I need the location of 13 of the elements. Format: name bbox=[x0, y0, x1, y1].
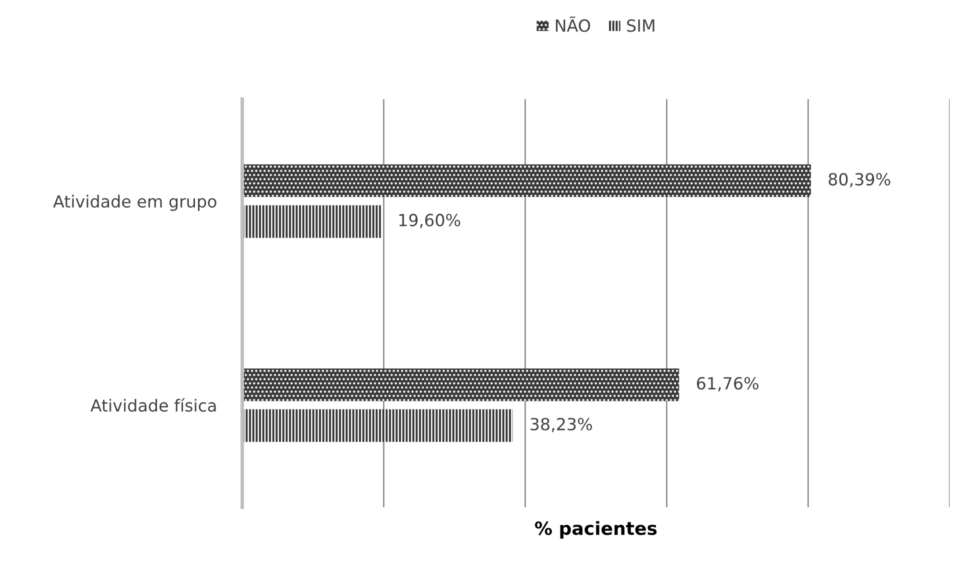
bar bbox=[242, 205, 381, 238]
x-axis-title: % pacientes bbox=[534, 521, 657, 539]
data-label: 19,60% bbox=[399, 214, 460, 228]
legend-label: NÃO bbox=[556, 16, 590, 32]
y-tick-label: Atividade em grupo bbox=[53, 194, 216, 211]
bar bbox=[242, 368, 680, 402]
bar bbox=[242, 164, 811, 198]
bar bbox=[242, 409, 513, 442]
y-tick-label: Atividade física bbox=[90, 398, 216, 412]
legend-label: SIM bbox=[627, 19, 654, 32]
data-label: 61,76% bbox=[696, 377, 758, 392]
data-label: 38,23% bbox=[530, 418, 592, 432]
data-label: 80,39% bbox=[828, 172, 890, 188]
